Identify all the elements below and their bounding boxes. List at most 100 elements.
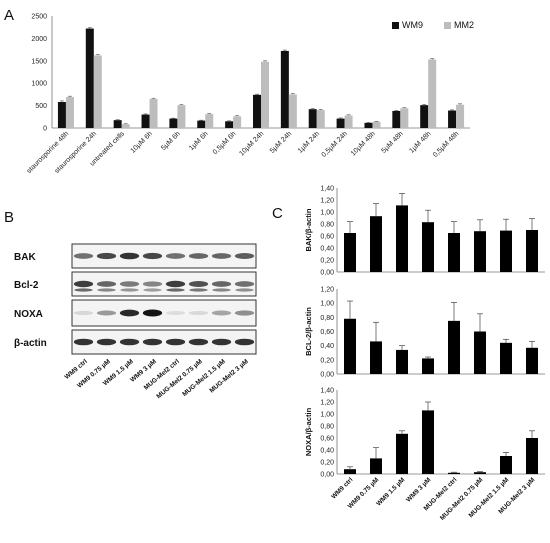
blot-band xyxy=(211,338,232,346)
c-y-axis-label: NOXA/β-actin xyxy=(304,407,313,456)
blot-band xyxy=(96,281,117,287)
c-y-tick-label: 0,60 xyxy=(320,234,334,241)
c-y-axis-label: BAK/β-actin xyxy=(304,208,313,251)
blot-band xyxy=(211,281,232,287)
blot-band xyxy=(142,309,163,317)
c-bar xyxy=(396,433,408,474)
blot-band xyxy=(96,338,117,346)
c-y-tick-label: 1,20 xyxy=(320,198,334,205)
blot-band-lower xyxy=(120,288,139,292)
blot-band-lower xyxy=(97,288,116,292)
blot-band xyxy=(165,253,186,259)
a-bar-mm2 xyxy=(177,105,186,128)
blot-band xyxy=(73,338,94,346)
a-bar-mm2 xyxy=(372,121,381,128)
a-bar-mm2 xyxy=(344,115,353,128)
a-y-tick-label: 1500 xyxy=(31,58,47,65)
c-y-tick-label: 0,20 xyxy=(320,357,334,364)
c-y-tick-label: 0,80 xyxy=(320,315,334,322)
c-y-tick-label: 0,20 xyxy=(320,258,334,265)
a-y-tick-label: 0 xyxy=(43,126,47,133)
c-bar xyxy=(474,231,486,272)
c-bar xyxy=(474,472,486,474)
a-bar-wm9 xyxy=(141,114,150,128)
a-bar-mm2 xyxy=(428,59,437,128)
a-legend-label-mm2: MM2 xyxy=(454,20,474,30)
a-bar-mm2 xyxy=(316,110,325,128)
blot-band xyxy=(234,310,255,316)
c-y-tick-label: 0,60 xyxy=(320,436,334,443)
blot-band xyxy=(119,252,140,260)
chart-c-bcl2: 0,00 0,20 0,40 0,60 0,80 1,00 1,20 BCL-2/β-acti… xyxy=(304,287,545,379)
a-x-tick-label: 1µM 24h xyxy=(297,130,321,154)
a-x-tick-label: 5µM 48h xyxy=(380,130,404,154)
blot-band xyxy=(188,280,209,288)
panel-letter-b: B xyxy=(4,209,14,226)
blot-band xyxy=(165,280,186,288)
c-bar xyxy=(370,216,382,272)
blot-band-lower xyxy=(235,288,254,292)
blot-band-lower xyxy=(212,288,231,292)
panel-letter-a: A xyxy=(4,7,14,24)
blot-band xyxy=(142,338,163,346)
c-bar xyxy=(422,410,434,474)
a-x-tick-label: 5µM 6h xyxy=(160,130,182,152)
chart-c-noxa: 0,00 0,20 0,40 0,60 0,80 1,00 1,20 1,40 NOXA/β-a… xyxy=(304,388,545,522)
a-x-tick-label: 0,5µM 24h xyxy=(321,130,350,159)
a-bar-mm2 xyxy=(149,98,158,128)
a-bar-mm2 xyxy=(261,61,269,128)
c-bar xyxy=(500,456,512,474)
a-bar-wm9 xyxy=(85,28,94,129)
a-bar-wm9 xyxy=(280,50,289,128)
a-x-tick-label: 1µM 48h xyxy=(408,130,432,154)
c-y-tick-label: 1,00 xyxy=(320,301,334,308)
c-y-tick-label: 1,00 xyxy=(320,412,334,419)
blot-band xyxy=(211,310,232,316)
a-y-tick-label: 2000 xyxy=(31,36,47,43)
a-x-tick-label: 1µM 6h xyxy=(188,130,210,152)
c-y-tick-label: 1,40 xyxy=(320,186,334,193)
c-y-tick-label: 0,80 xyxy=(320,222,334,229)
panel-letter-c: C xyxy=(272,205,283,222)
c-y-tick-label: 0,40 xyxy=(320,246,334,253)
c-bar xyxy=(370,458,382,474)
c-y-tick-label: 0,40 xyxy=(320,448,334,455)
a-x-tick-label: 10µM 6h xyxy=(130,130,154,154)
c-bar xyxy=(344,469,356,474)
a-x-tick-label: 0,5µM 48h xyxy=(432,130,461,159)
c-y-tick-label: 1,20 xyxy=(320,287,334,294)
c-y-tick-label: 0,40 xyxy=(320,343,334,350)
a-bar-mm2 xyxy=(93,55,102,129)
c-y-tick-label: 0,20 xyxy=(320,460,334,467)
blot-band xyxy=(165,338,186,346)
a-bar-wm9 xyxy=(253,94,261,128)
a-bar-mm2 xyxy=(65,97,74,128)
c-y-tick-label: 0,60 xyxy=(320,329,334,336)
c-bar xyxy=(526,230,538,272)
a-y-tick-label: 2500 xyxy=(31,14,47,21)
a-y-tick-label: 1000 xyxy=(31,81,47,88)
a-y-tick-label: 500 xyxy=(35,103,47,110)
blot-band-lower xyxy=(143,288,162,292)
c-y-tick-label: 0,00 xyxy=(320,270,334,277)
a-bar-mm2 xyxy=(205,114,214,128)
c-bar xyxy=(474,331,486,374)
a-bar-wm9 xyxy=(113,120,122,128)
blot-row-label: BAK xyxy=(14,252,36,263)
blot-band xyxy=(142,281,163,287)
blot-row-label: NOXA xyxy=(14,309,43,320)
a-legend-swatch-mm2 xyxy=(444,22,451,29)
a-x-tick-label: 5µM 24h xyxy=(269,130,293,154)
c-bar xyxy=(500,230,512,272)
c-bar xyxy=(526,438,538,474)
blot-band xyxy=(119,281,140,287)
c-bar xyxy=(448,320,460,374)
a-bar-mm2 xyxy=(233,116,242,128)
c-bar xyxy=(422,358,434,374)
c-y-tick-label: 1,40 xyxy=(320,388,334,395)
c-bar xyxy=(396,349,408,374)
blot-band xyxy=(96,252,117,260)
c-bar xyxy=(448,233,460,272)
